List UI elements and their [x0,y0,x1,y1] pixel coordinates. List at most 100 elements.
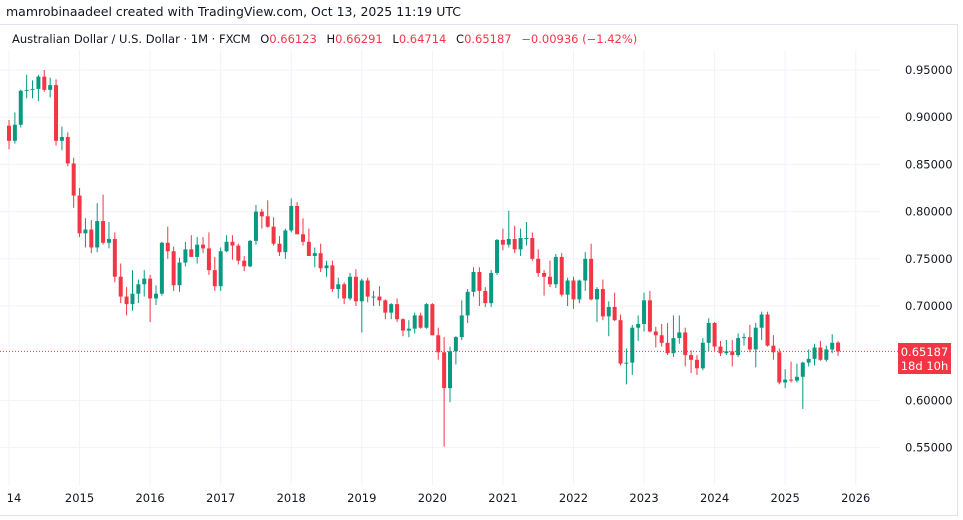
candle[interactable] [171,246,176,291]
candle[interactable] [89,220,94,254]
candle[interactable] [218,247,223,291]
candle[interactable] [365,277,370,303]
candle[interactable] [600,279,605,321]
candle[interactable] [59,126,64,151]
candle[interactable] [747,324,752,353]
candle[interactable] [212,256,217,291]
candle[interactable] [665,322,670,356]
candle[interactable] [106,221,111,249]
candle[interactable] [154,285,158,306]
candle[interactable] [124,287,129,316]
candle[interactable] [259,208,264,229]
candle[interactable] [630,324,635,375]
candle[interactable] [165,226,170,259]
candle[interactable] [489,270,494,307]
candle[interactable] [201,237,206,254]
candle[interactable] [506,210,511,248]
candle[interactable] [83,218,88,248]
candle[interactable] [36,74,41,102]
candle[interactable] [683,327,688,367]
candle[interactable] [318,243,323,273]
candle[interactable] [148,274,153,323]
candle[interactable] [777,348,782,385]
candle[interactable] [624,348,629,385]
candle[interactable] [530,232,535,261]
candle[interactable] [812,343,817,366]
candle[interactable] [101,194,106,245]
candle[interactable] [806,349,811,367]
candle[interactable] [277,236,282,256]
candle[interactable] [230,235,235,260]
candle[interactable] [248,239,253,268]
candle[interactable] [430,303,435,336]
candle[interactable] [595,287,599,323]
candle[interactable] [424,303,429,329]
candle[interactable] [12,112,17,144]
candle[interactable] [353,269,358,306]
candle[interactable] [783,369,788,389]
candle[interactable] [483,287,488,307]
candle[interactable] [559,253,564,297]
candle[interactable] [95,203,100,253]
candle[interactable] [324,260,329,277]
candle[interactable] [571,276,576,309]
candle[interactable] [336,277,341,299]
candle[interactable] [271,217,276,246]
candle[interactable] [824,345,829,362]
candle[interactable] [671,315,676,357]
candle[interactable] [371,290,376,306]
candle[interactable] [377,286,382,306]
candle[interactable] [289,198,294,233]
candle[interactable] [818,340,823,361]
candle[interactable] [577,279,582,304]
candle[interactable] [653,326,658,348]
candle[interactable] [183,241,188,267]
candle[interactable] [236,243,241,265]
candle[interactable] [65,132,70,167]
candle[interactable] [224,235,229,253]
candle[interactable] [383,299,388,320]
candle[interactable] [412,312,417,334]
candle[interactable] [18,89,23,128]
candle[interactable] [400,318,405,337]
candle[interactable] [442,337,447,447]
candle[interactable] [677,315,682,344]
candle[interactable] [42,70,47,92]
candle[interactable] [659,323,664,347]
candle[interactable] [395,298,400,323]
candle[interactable] [547,260,552,288]
candle[interactable] [177,257,182,292]
candle[interactable] [771,335,776,360]
candle[interactable] [77,188,82,238]
candle[interactable] [265,200,270,228]
candle[interactable] [295,202,300,235]
candle[interactable] [700,338,705,371]
candle[interactable] [453,336,458,365]
candle[interactable] [636,315,641,341]
candle[interactable] [553,254,558,289]
candle[interactable] [24,74,29,99]
candle[interactable] [724,339,729,356]
candle[interactable] [330,260,335,292]
candle[interactable] [718,340,723,357]
candle[interactable] [706,318,711,352]
candle[interactable] [112,232,117,283]
candle[interactable] [524,221,529,246]
candle[interactable] [800,361,805,409]
candle[interactable] [789,361,794,383]
candle[interactable] [436,327,441,360]
candle[interactable] [459,300,464,340]
candle[interactable] [647,290,652,333]
price-axis[interactable]: 0.95000 0.90000 0.85000 0.80000 0.75000 0.700… [905,63,953,455]
candle[interactable] [118,263,123,304]
candle[interactable] [253,204,258,245]
candle[interactable] [536,249,541,277]
candle[interactable] [389,303,394,320]
candle[interactable] [518,228,523,256]
candle[interactable] [565,277,570,306]
candle[interactable] [312,247,317,268]
candle[interactable] [512,225,517,254]
candle[interactable] [618,314,623,366]
candle[interactable] [301,218,305,246]
candle[interactable] [48,77,53,98]
